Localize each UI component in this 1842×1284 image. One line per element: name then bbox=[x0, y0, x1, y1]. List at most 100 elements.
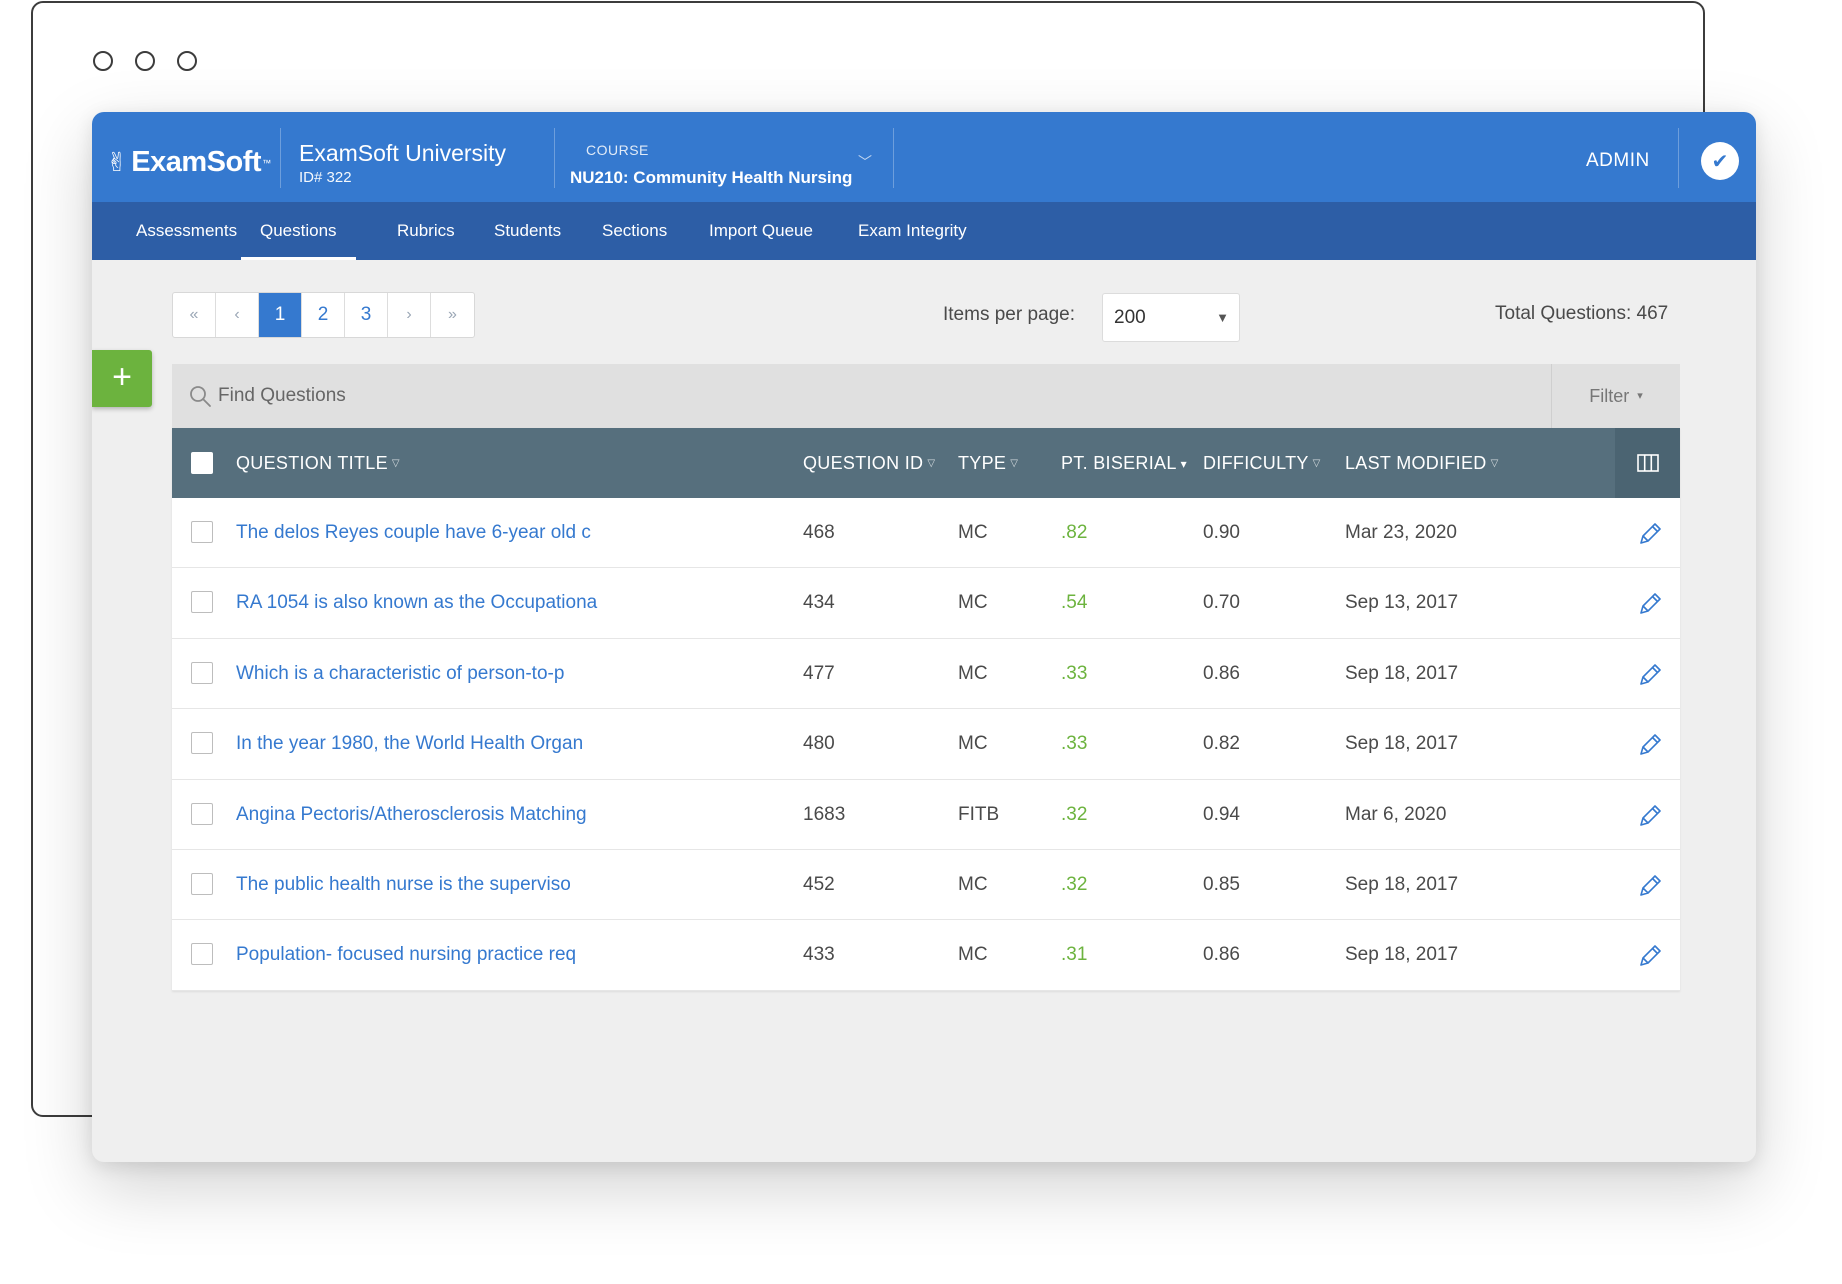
pencil-icon[interactable] bbox=[1637, 662, 1663, 688]
window-dot-icon bbox=[135, 51, 155, 71]
page-3-button[interactable]: 3 bbox=[345, 293, 388, 337]
pencil-icon[interactable] bbox=[1637, 591, 1663, 617]
table-row: The delos Reyes couple have 6-year old c… bbox=[172, 498, 1680, 569]
last-modified-date: Sep 18, 2017 bbox=[1345, 944, 1459, 966]
question-type: MC bbox=[958, 873, 988, 895]
question-type: MC bbox=[958, 662, 988, 684]
column-header-pt-biserial[interactable]: PT. BISERIAL ▾ bbox=[1061, 453, 1187, 473]
university-name: ExamSoft University bbox=[299, 140, 507, 166]
row-checkbox[interactable] bbox=[191, 521, 213, 543]
difficulty-value: 0.82 bbox=[1203, 733, 1240, 755]
nav-sections[interactable]: Sections bbox=[602, 221, 668, 240]
column-header-id[interactable]: QUESTION ID ▽ bbox=[803, 453, 936, 473]
user-menu[interactable]: ADMIN bbox=[1586, 150, 1650, 171]
check-badge-icon[interactable]: ✔ bbox=[1701, 142, 1739, 180]
nav-questions[interactable]: Questions bbox=[241, 202, 356, 260]
question-id: 433 bbox=[803, 944, 835, 966]
table-row: The public health nurse is the superviso… bbox=[172, 850, 1680, 921]
items-per-page-select[interactable]: 200 ▼ bbox=[1102, 293, 1240, 342]
pt-biserial-value: .82 bbox=[1061, 522, 1088, 543]
column-chooser-button[interactable] bbox=[1615, 428, 1680, 498]
difficulty-value: 0.94 bbox=[1203, 803, 1240, 825]
row-checkbox[interactable] bbox=[191, 943, 213, 966]
select-all-checkbox[interactable] bbox=[191, 452, 213, 474]
last-modified-date: Mar 6, 2020 bbox=[1345, 803, 1447, 825]
question-title-link[interactable]: RA 1054 is also known as the Occupationa bbox=[236, 592, 598, 614]
add-question-button[interactable]: + bbox=[92, 350, 152, 407]
difficulty-value: 0.86 bbox=[1203, 944, 1240, 966]
column-header-difficulty[interactable]: DIFFICULTY ▽ bbox=[1203, 453, 1321, 473]
total-questions: Total Questions: 467 bbox=[1495, 303, 1669, 324]
column-header-last-modified[interactable]: LAST MODIFIED ▽ bbox=[1345, 453, 1499, 473]
row-checkbox[interactable] bbox=[191, 802, 213, 825]
search-bar: Filter ▾ bbox=[172, 364, 1680, 428]
question-type: MC bbox=[958, 944, 988, 966]
nav-students[interactable]: Students bbox=[494, 221, 562, 240]
window-dot-icon bbox=[93, 51, 113, 71]
page-next-button[interactable]: › bbox=[388, 293, 431, 337]
pt-biserial-value: .32 bbox=[1061, 873, 1088, 895]
question-type: MC bbox=[958, 592, 988, 614]
table-row: In the year 1980, the World Health Organ… bbox=[172, 709, 1680, 780]
nav-import-queue[interactable]: Import Queue bbox=[709, 221, 813, 240]
nav-rubrics[interactable]: Rubrics bbox=[397, 221, 455, 240]
difficulty-value: 0.90 bbox=[1203, 522, 1240, 543]
pencil-icon[interactable] bbox=[1637, 732, 1663, 758]
question-id: 1683 bbox=[803, 803, 846, 825]
table-row: RA 1054 is also known as the Occupationa… bbox=[172, 568, 1680, 639]
chevron-down-icon: ﹀ bbox=[858, 154, 872, 170]
pt-biserial-value: .31 bbox=[1061, 944, 1088, 966]
question-title-link[interactable]: Angina Pectoris/Atherosclerosis Matching bbox=[236, 803, 587, 825]
question-type: FITB bbox=[958, 803, 1000, 825]
divider bbox=[893, 128, 894, 188]
row-checkbox[interactable] bbox=[191, 591, 213, 614]
sort-active-icon: ▾ bbox=[1180, 457, 1187, 472]
app-window: ✌ ExamSoft ™ ExamSoft University ID# 322 … bbox=[92, 112, 1756, 1162]
last-modified-date: Sep 18, 2017 bbox=[1345, 662, 1459, 684]
caret-down-icon: ▼ bbox=[1216, 310, 1229, 325]
main-nav: Assessments Questions Rubrics Students S… bbox=[92, 202, 1756, 260]
row-checkbox[interactable] bbox=[191, 732, 213, 755]
page-prev-button[interactable]: ‹ bbox=[216, 293, 259, 337]
column-header-type[interactable]: TYPE ▽ bbox=[958, 453, 1019, 473]
page-last-button[interactable]: » bbox=[448, 306, 457, 323]
filter-button[interactable]: Filter ▾ bbox=[1551, 364, 1680, 428]
pencil-icon[interactable] bbox=[1637, 803, 1663, 829]
difficulty-value: 0.70 bbox=[1203, 592, 1240, 614]
last-modified-date: Mar 23, 2020 bbox=[1345, 522, 1457, 543]
nav-exam-integrity[interactable]: Exam Integrity bbox=[858, 221, 967, 240]
table-row: Population- focused nursing practice req… bbox=[172, 920, 1680, 991]
question-id: 480 bbox=[803, 733, 835, 755]
question-title-link[interactable]: Which is a characteristic of person-to-p bbox=[236, 662, 565, 684]
question-id: 434 bbox=[803, 592, 835, 614]
search-input[interactable] bbox=[218, 374, 1218, 418]
nav-assessments[interactable]: Assessments bbox=[136, 221, 238, 240]
pencil-icon[interactable] bbox=[1637, 873, 1663, 899]
sort-icon: ▽ bbox=[391, 458, 400, 470]
page-2-button[interactable]: 2 bbox=[302, 293, 345, 337]
caret-down-icon: ▾ bbox=[1637, 390, 1643, 402]
row-checkbox[interactable] bbox=[191, 661, 213, 684]
examsoft-logo[interactable]: ✌ ExamSoft ™ bbox=[106, 146, 271, 178]
last-modified-date: Sep 18, 2017 bbox=[1345, 733, 1459, 755]
course-label: COURSE bbox=[586, 142, 649, 158]
question-id: 468 bbox=[803, 522, 835, 543]
pt-biserial-value: .54 bbox=[1061, 592, 1088, 614]
pencil-icon[interactable] bbox=[1637, 521, 1663, 547]
pencil-icon[interactable] bbox=[1637, 943, 1663, 969]
question-title-link[interactable]: The public health nurse is the superviso bbox=[236, 873, 571, 895]
question-title-link[interactable]: In the year 1980, the World Health Organ bbox=[236, 733, 584, 755]
column-header-title[interactable]: QUESTION TITLE ▽ bbox=[236, 453, 400, 473]
row-checkbox[interactable] bbox=[191, 872, 213, 895]
divider bbox=[1678, 128, 1679, 188]
question-type: MC bbox=[958, 733, 988, 755]
last-modified-date: Sep 13, 2017 bbox=[1345, 592, 1459, 614]
course-name: NU210: Community Health Nursing bbox=[570, 168, 853, 187]
university-id: ID# 322 bbox=[299, 169, 352, 186]
search-icon bbox=[190, 386, 211, 407]
page-first-button[interactable]: « bbox=[173, 293, 216, 337]
page-1-button[interactable]: 1 bbox=[259, 293, 302, 337]
sort-icon: ▽ bbox=[1010, 458, 1019, 470]
question-title-link[interactable]: The delos Reyes couple have 6-year old c bbox=[236, 522, 591, 543]
question-title-link[interactable]: Population- focused nursing practice req bbox=[236, 944, 577, 966]
